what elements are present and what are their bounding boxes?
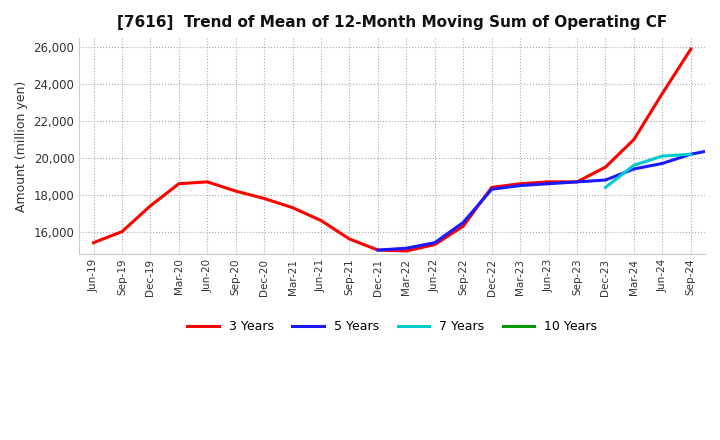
Title: [7616]  Trend of Mean of 12-Month Moving Sum of Operating CF: [7616] Trend of Mean of 12-Month Moving … — [117, 15, 667, 30]
Y-axis label: Amount (million yen): Amount (million yen) — [15, 81, 28, 212]
Legend: 3 Years, 5 Years, 7 Years, 10 Years: 3 Years, 5 Years, 7 Years, 10 Years — [182, 315, 602, 338]
